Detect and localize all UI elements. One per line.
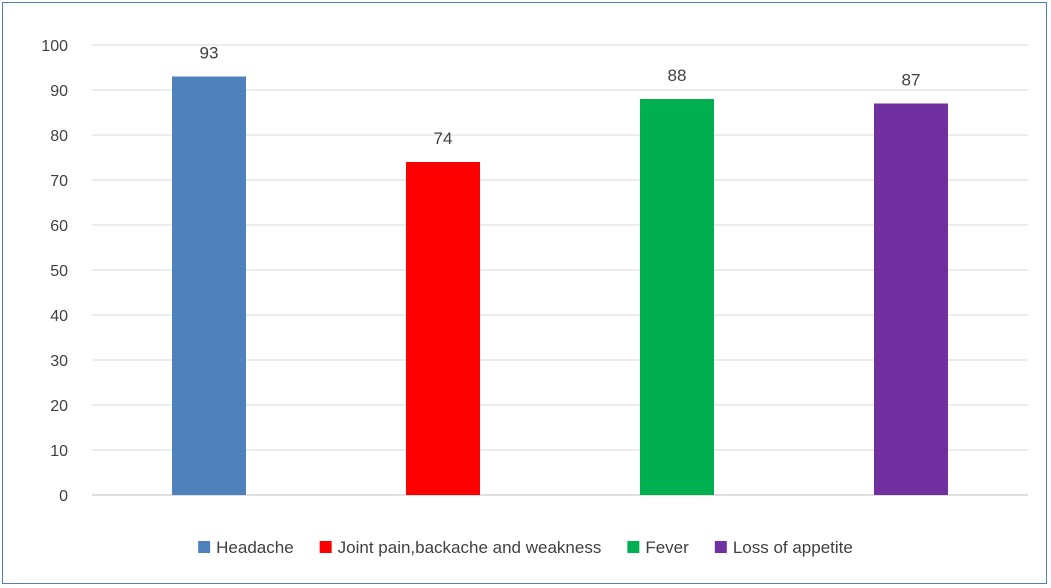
y-tick-label-70: 70 bbox=[50, 173, 68, 190]
legend-label-1: Headache bbox=[216, 538, 294, 557]
data-label-2: 74 bbox=[434, 129, 453, 148]
legend-swatch-4 bbox=[714, 541, 727, 553]
bar-2 bbox=[406, 162, 480, 495]
y-tick-label-40: 40 bbox=[50, 308, 68, 325]
y-axis-tick-labels: 0 10 20 30 40 50 60 70 80 90 100 bbox=[41, 38, 68, 505]
y-tick-label-80: 80 bbox=[50, 128, 68, 145]
legend-swatch-2 bbox=[319, 541, 332, 553]
data-label-3: 88 bbox=[668, 66, 687, 85]
legend: Headache Joint pain,backache and weakness… bbox=[198, 538, 853, 557]
y-tick-label-90: 90 bbox=[50, 83, 68, 100]
data-label-4: 87 bbox=[902, 71, 921, 90]
data-labels: 93 74 88 87 bbox=[200, 44, 921, 149]
y-tick-label-60: 60 bbox=[50, 218, 68, 235]
legend-label-4: Loss of appetite bbox=[733, 538, 853, 557]
y-tick-label-30: 30 bbox=[50, 353, 68, 370]
legend-label-3: Fever bbox=[645, 538, 689, 557]
bar-1 bbox=[172, 76, 246, 495]
legend-swatch-1 bbox=[198, 541, 211, 553]
legend-swatch-3 bbox=[627, 541, 640, 553]
legend-label-2: Joint pain,backache and weakness bbox=[338, 538, 602, 557]
y-tick-label-20: 20 bbox=[50, 398, 68, 415]
bars bbox=[172, 76, 948, 495]
gridlines bbox=[92, 44, 1028, 496]
y-tick-label-0: 0 bbox=[59, 488, 68, 505]
y-tick-label-50: 50 bbox=[50, 263, 68, 280]
data-label-1: 93 bbox=[200, 44, 219, 63]
y-tick-label-100: 100 bbox=[41, 38, 68, 55]
y-tick-label-10: 10 bbox=[50, 443, 68, 460]
bar-3 bbox=[640, 99, 714, 495]
bar-4 bbox=[874, 103, 948, 495]
